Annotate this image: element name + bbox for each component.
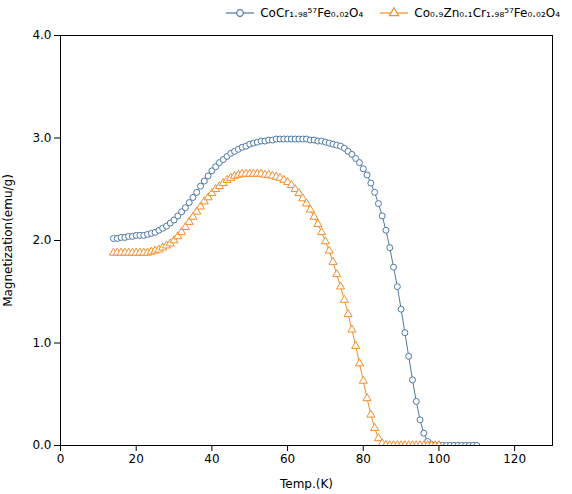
svg-text:1.0: 1.0: [32, 336, 51, 350]
svg-text:0: 0: [57, 452, 65, 466]
html-text:Co₀.₉Zn₀.₁Cr₁.₉₈⁵⁷Fe₀.₀₂O₄: Co₀.₉Zn₀.₁Cr₁.₉₈⁵⁷Fe₀.₀₂O₄: [414, 6, 560, 20]
svg-text:40: 40: [204, 452, 219, 466]
svg-text:Temp.(K): Temp.(K): [279, 477, 333, 491]
svg-text:60: 60: [280, 452, 295, 466]
svg-text:2.0: 2.0: [32, 233, 51, 247]
svg-text:4.0: 4.0: [32, 28, 51, 42]
svg-text:80: 80: [356, 452, 371, 466]
svg-text:3.0: 3.0: [32, 131, 51, 145]
svg-text:Magnetization(emu/g): Magnetization(emu/g): [1, 174, 15, 307]
svg-text:120: 120: [503, 452, 526, 466]
html-text:CoCr₁.₉₈⁵⁷Fe₀.₀₂O₄: CoCr₁.₉₈⁵⁷Fe₀.₀₂O₄: [260, 6, 364, 20]
svg-text:0.0: 0.0: [32, 438, 51, 452]
svg-text:100: 100: [428, 452, 451, 466]
svg-text:20: 20: [129, 452, 144, 466]
